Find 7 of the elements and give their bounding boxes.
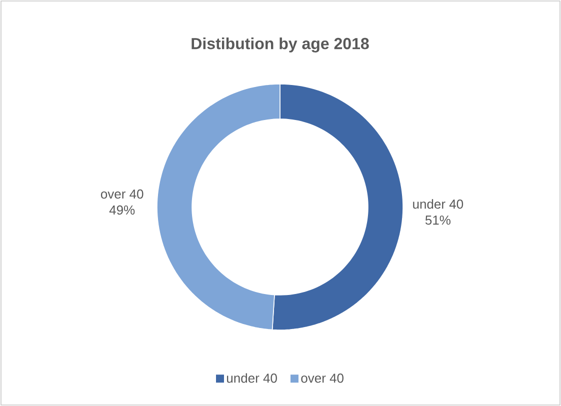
data-label: 49% bbox=[109, 205, 135, 215]
slice-label: over 40 bbox=[100, 189, 144, 199]
legend-label: under 40 bbox=[227, 373, 277, 383]
slice-label: under 40 bbox=[413, 199, 464, 209]
chart-title: Distibution by age 2018 bbox=[192, 38, 369, 52]
data-label: 51% bbox=[425, 216, 450, 225]
legend-label: over 40 bbox=[301, 374, 344, 383]
